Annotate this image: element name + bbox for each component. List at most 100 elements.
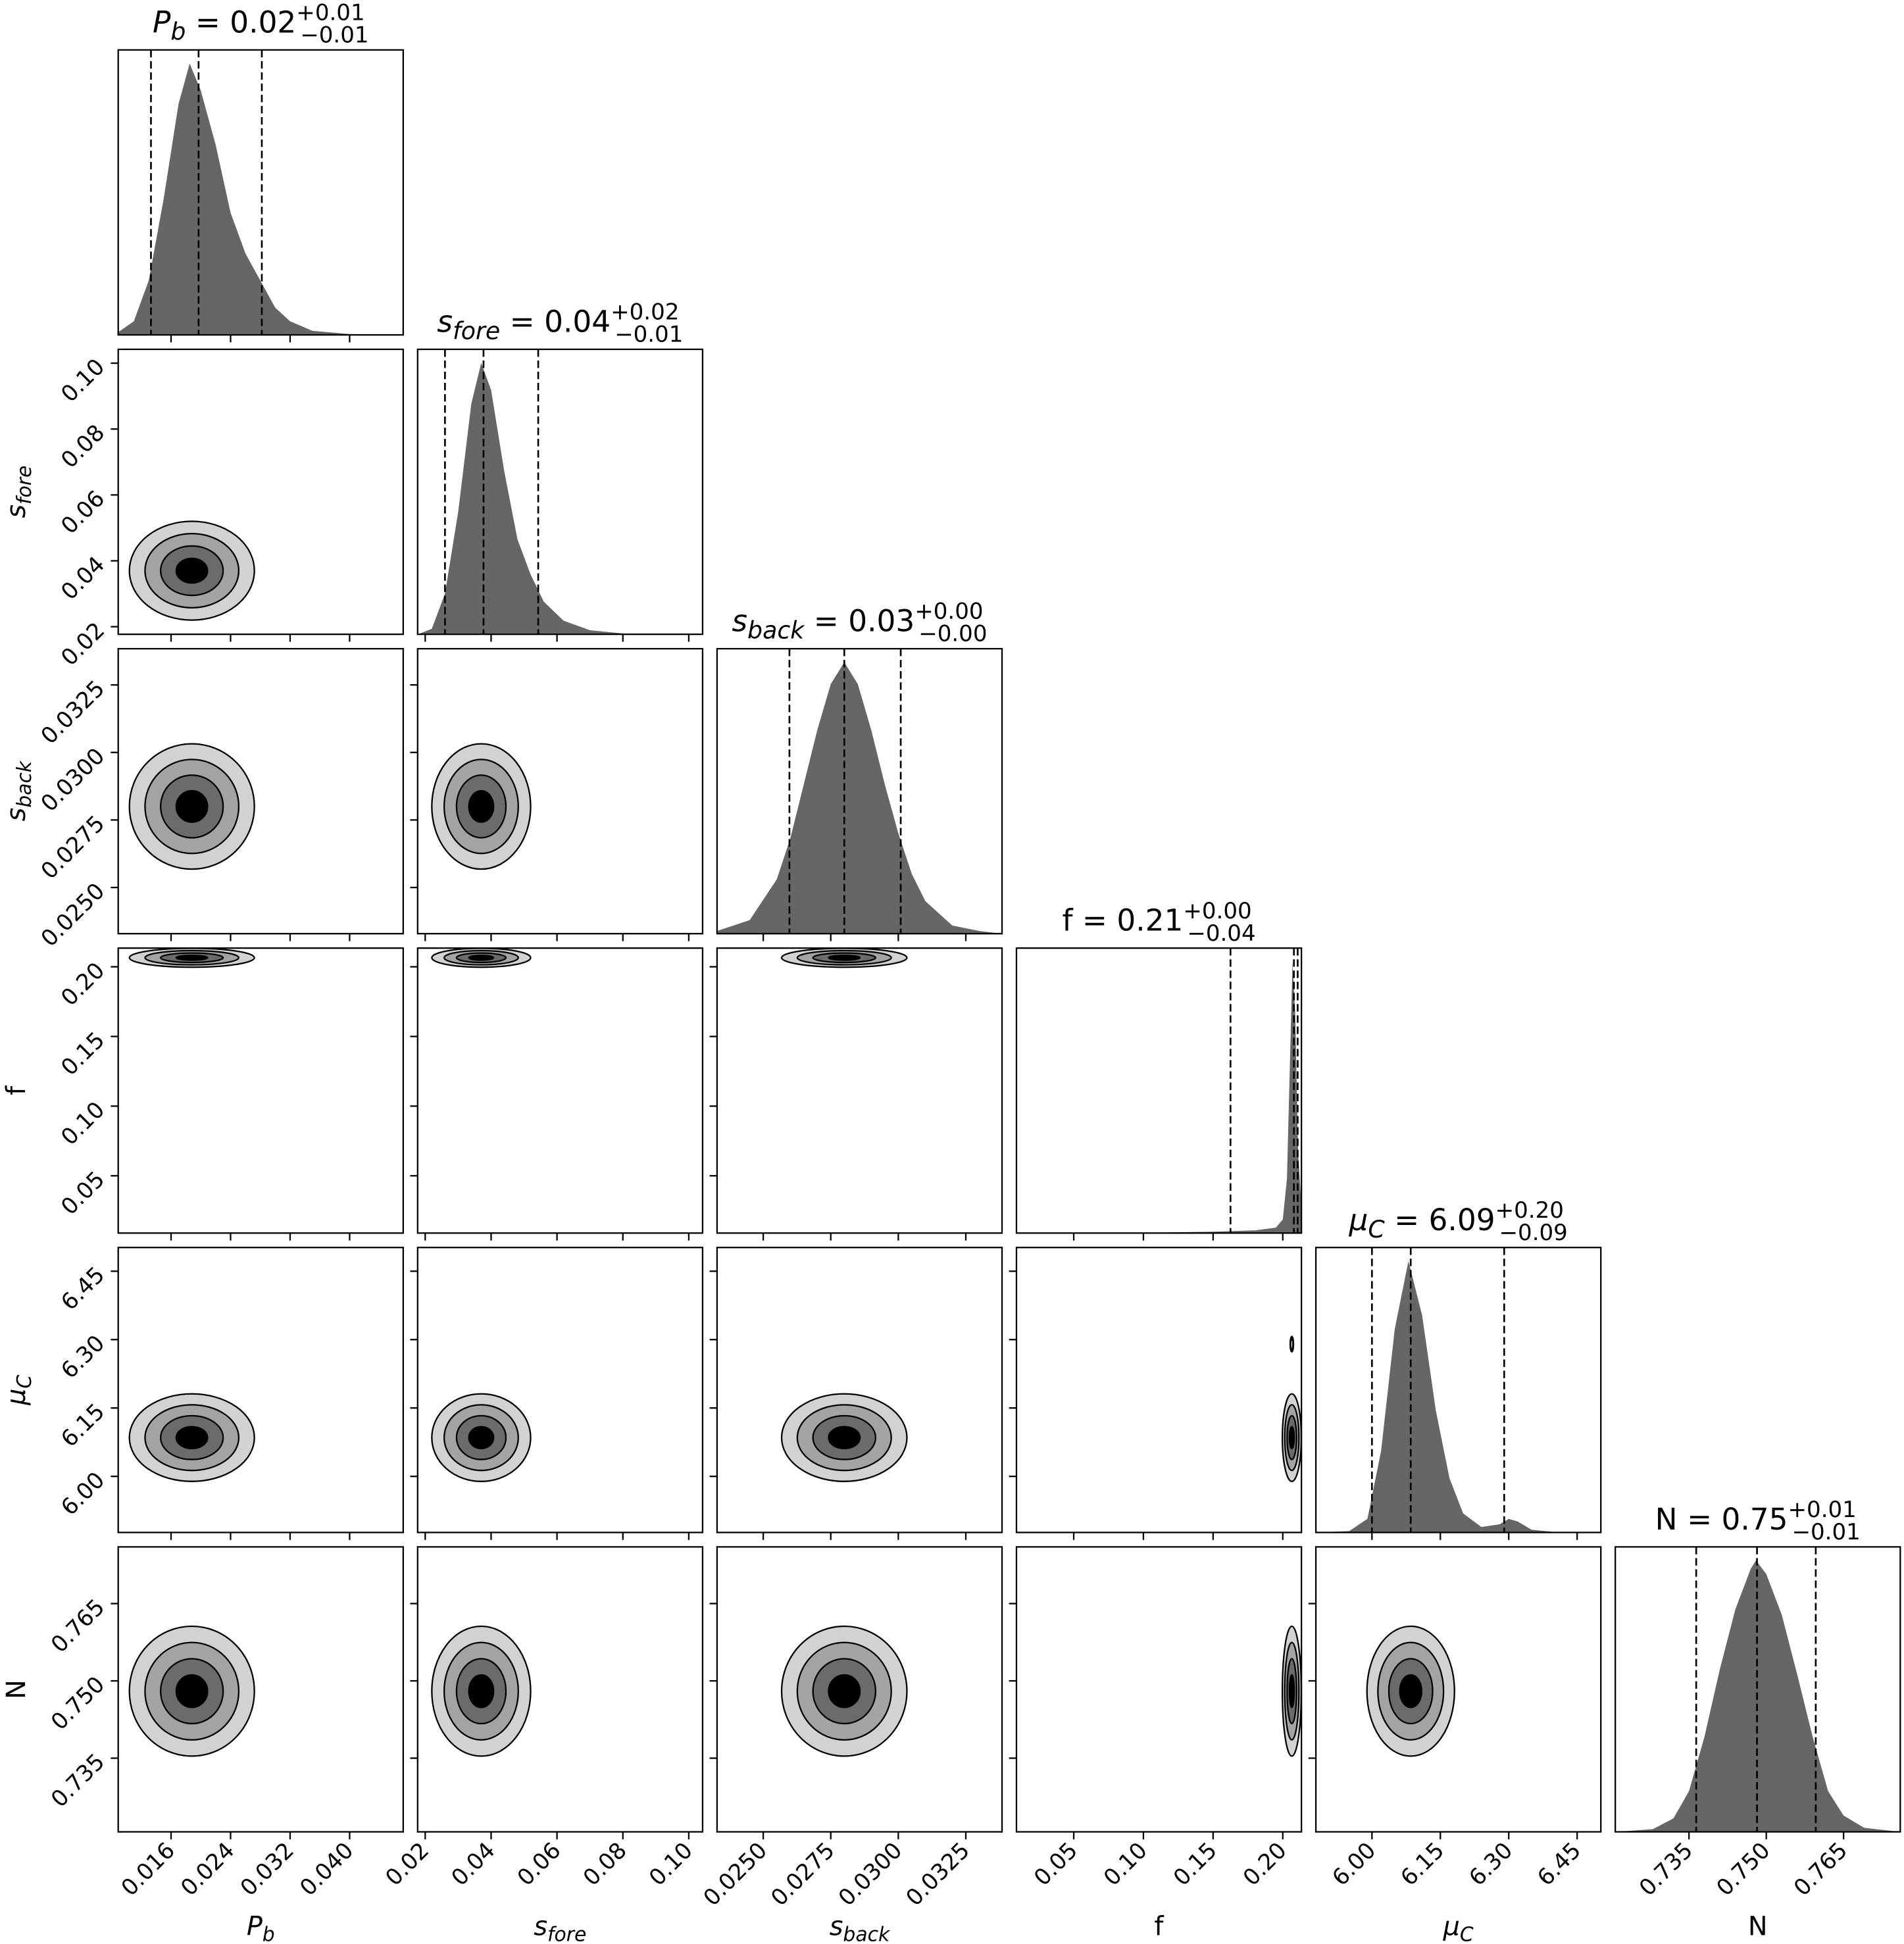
histogram-panel-0: Pb = 0.02+0.01 −0.01 [117,0,404,343]
title-minus-error: −0.01 [1791,1519,1860,1545]
title-minus-error: −0.00 [918,621,987,647]
panel-title: N = 0.75+0.01 −0.01 [1655,1497,1861,1545]
contour-level-0.5 [1288,1426,1295,1450]
panel-frame [416,647,704,935]
x-tick-label: 0.750 [1711,1837,1775,1901]
label-base: N [1748,1912,1768,1942]
y-tick-label: 0.765 [46,1594,110,1658]
y-tick-label: 0.06 [56,486,110,539]
title-plus-error: +0.00 [1183,898,1251,924]
contour-level-0.5 [1399,1674,1422,1708]
panel-frame [716,947,1003,1234]
panel-frame [117,1546,404,1833]
panel-content [118,49,403,336]
x-tick-label: 0.0325 [901,1837,974,1911]
panel-content [128,743,255,870]
contour-panel-0-1: 0.02 0.04 0.06 0.08 0.10 [56,348,404,671]
label-subscript: back [13,760,36,808]
label-base: N [1655,1502,1678,1537]
label-subscript: back [843,1924,891,1944]
label-base: s [1,505,32,518]
contour-level-0.5 [468,1674,495,1708]
panel-content [128,948,255,968]
x-tick-label: 0.765 [1789,1837,1853,1901]
y-tick-label: 6.00 [56,1467,110,1521]
panel-frame [416,1546,704,1833]
panel-content [431,743,532,870]
histogram-panel-2: sback = 0.03+0.00 −0.00 [716,599,1003,941]
x-axis-label: f [1155,1912,1165,1942]
x-tick-label: 0.15 [1168,1837,1222,1891]
histogram-panel-1: sfore = 0.04+0.02 −0.01 [416,299,704,642]
label-subscript: C [1368,1215,1385,1243]
y-tick-label: 0.15 [56,1027,110,1081]
y-tick-label: 0.735 [46,1749,110,1812]
panel-frame [117,348,404,636]
panel-title: sback = 0.03+0.00 −0.00 [732,599,987,647]
panel-frame [117,947,404,1234]
panel-content [128,1393,255,1482]
x-tick-label: 0.08 [578,1837,632,1891]
x-tick-label: 0.024 [176,1837,239,1901]
y-axis-label: μC [1,1375,36,1406]
contour-level-0.5 [468,955,495,961]
panel-title: Pb = 0.02+0.01 −0.01 [153,0,369,49]
panel-content [431,948,532,968]
label-base: s [732,604,747,639]
panel-content [431,1393,532,1482]
y-tick-label: 0.0325 [36,676,110,749]
x-tick-label: 0.016 [116,1837,180,1901]
contour-panel-1-5: 0.02 0.04 0.06 0.08 0.10 [380,1546,704,1891]
y-tick-label: 0.0250 [36,878,110,952]
contour-level-0.5 [828,955,861,961]
title-value: = 6.09 [1385,1203,1495,1237]
title-value: = 0.03 [804,604,914,639]
x-tick-label: 0.0300 [834,1837,907,1911]
contour-level-0.5 [468,789,495,823]
panel-content [1281,1335,1302,1482]
contour-level-0.5 [175,1674,209,1708]
y-tick-label: 6.45 [56,1262,110,1316]
x-tick-label: 0.05 [1029,1837,1083,1891]
panel-frame [416,947,704,1234]
histogram-panel-3: f = 0.21+0.00 −0.04 [1015,898,1303,1241]
y-tick-label: 6.30 [56,1330,110,1384]
panel-content [1281,1625,1302,1757]
y-tick-label: 0.05 [56,1166,110,1220]
contour-panel-1-4 [410,1247,704,1540]
contour-panel-0-3: 0.05 0.10 0.15 0.20 [56,947,404,1241]
contour-level-0.5 [828,1674,861,1708]
panel-frame [1315,1247,1602,1533]
panel-content [1016,948,1302,1234]
contour-level-0.5 [468,1426,495,1450]
contour-panel-1-2 [410,647,704,941]
panel-content [1316,1247,1601,1533]
title-value: = 0.21 [1072,903,1183,938]
panel-frame [117,49,404,336]
panel-frame [117,647,404,935]
x-tick-label: 0.04 [447,1837,501,1891]
panel-frame [716,1247,1003,1533]
panel-frame [1615,1546,1901,1833]
panel-frame [1015,947,1303,1234]
y-axis-label: sfore [1,466,36,518]
label-subscript: C [13,1375,36,1389]
label-subscript: fore [547,1924,586,1944]
label-subscript: C [1460,1924,1474,1944]
histogram-panel-4: μC = 6.09+0.20 −0.09 [1315,1197,1602,1540]
contour-level-0.5 [175,557,209,584]
title-plus-error: +0.20 [1495,1197,1564,1224]
contour-panel-3-5: 0.05 0.10 0.15 0.20 [1009,1546,1303,1891]
y-tick-label: 0.750 [46,1672,110,1735]
panel-content [128,520,255,621]
title-plus-error: +0.02 [611,299,679,326]
x-tick-label: 6.15 [1395,1837,1449,1891]
contour-level-0.5 [175,1426,209,1450]
label-base: μ [1348,1203,1368,1237]
panel-title: sfore = 0.04+0.02 −0.01 [437,299,683,348]
histogram-fill [1316,1260,1601,1533]
label-base: s [437,305,453,339]
x-tick-label: 0.10 [1099,1837,1153,1891]
y-tick-label: 0.10 [56,1097,110,1151]
